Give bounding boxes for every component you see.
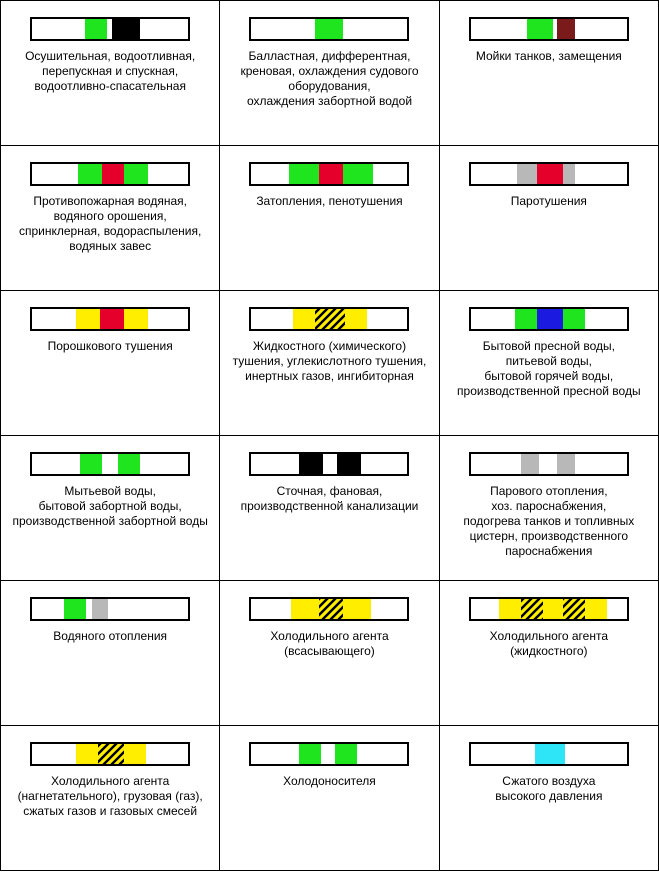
pipe-symbol: [30, 162, 190, 186]
pipe-cell: Холодильного агента(нагнетательного), гр…: [1, 726, 220, 871]
pipe-symbol: [469, 17, 629, 41]
pipe-cell: Мытьевой воды,бытовой забортной воды,про…: [1, 436, 220, 581]
table-row: Порошкового тушения Жидкостного (химическ…: [1, 291, 659, 436]
pipe-symbol: [469, 452, 629, 476]
pipe-caption: Сжатого воздухавысокого давления: [446, 774, 652, 804]
table-row: Холодильного агента(нагнетательного), гр…: [1, 726, 659, 871]
pipe-cell: Мойки танков, замещения: [439, 1, 658, 146]
pipe-caption: Осушительная, водоотливная,перепускная и…: [7, 49, 213, 94]
pipe-symbol: [30, 452, 190, 476]
pipe-symbol: [249, 742, 409, 766]
pipe-cell: Порошкового тушения: [1, 291, 220, 436]
pipe-symbol: [469, 742, 629, 766]
pipe-symbol: [30, 742, 190, 766]
pipe-caption: Противопожарная водяная,водяного орошени…: [7, 194, 213, 254]
pipe-caption: Жидкостного (химического)тушения, углеки…: [226, 339, 432, 384]
pipe-caption: Парового отопления,хоз. пароснабжения,по…: [446, 484, 652, 559]
table-row: Осушительная, водоотливная,перепускная и…: [1, 1, 659, 146]
pipe-symbol: [30, 597, 190, 621]
pipe-symbol: [469, 597, 629, 621]
pipe-caption: Затопления, пенотушения: [226, 194, 432, 209]
pipe-caption: Сточная, фановая,производственной канали…: [226, 484, 432, 514]
pipe-symbol: [249, 307, 409, 331]
pipe-cell: Осушительная, водоотливная,перепускная и…: [1, 1, 220, 146]
pipe-cell: Противопожарная водяная,водяного орошени…: [1, 146, 220, 291]
table-row: Мытьевой воды,бытовой забортной воды,про…: [1, 436, 659, 581]
pipe-caption: Холодоносителя: [226, 774, 432, 789]
pipe-cell: Жидкостного (химического)тушения, углеки…: [220, 291, 439, 436]
pipe-cell: Затопления, пенотушения: [220, 146, 439, 291]
pipe-cell: Сжатого воздухавысокого давления: [439, 726, 658, 871]
pipe-cell: Парового отопления,хоз. пароснабжения,по…: [439, 436, 658, 581]
table-row: Водяного отопления Холодильного агента(вс…: [1, 581, 659, 726]
pipe-cell: Паротушения: [439, 146, 658, 291]
pipe-caption: Холодильного агента(всасывающего): [226, 629, 432, 659]
pipe-caption: Холодильного агента(нагнетательного), гр…: [7, 774, 213, 819]
pipe-caption: Мойки танков, замещения: [446, 49, 652, 64]
pipe-symbol: [30, 307, 190, 331]
pipe-cell: Холодоносителя: [220, 726, 439, 871]
pipe-cell: Сточная, фановая,производственной канали…: [220, 436, 439, 581]
pipe-cell: Водяного отопления: [1, 581, 220, 726]
pipe-cell: Холодильного агента(всасывающего): [220, 581, 439, 726]
pipe-caption: Бытовой пресной воды,питьевой воды,бытов…: [446, 339, 652, 399]
pipe-cell: Бытовой пресной воды,питьевой воды,бытов…: [439, 291, 658, 436]
pipe-marking-table: Осушительная, водоотливная,перепускная и…: [0, 0, 659, 871]
pipe-symbol: [249, 597, 409, 621]
pipe-caption: Балластная, дифферентная,креновая, охлаж…: [226, 49, 432, 109]
table-row: Противопожарная водяная,водяного орошени…: [1, 146, 659, 291]
pipe-symbol: [249, 452, 409, 476]
pipe-caption: Порошкового тушения: [7, 339, 213, 354]
pipe-symbol: [30, 17, 190, 41]
pipe-symbol: [249, 162, 409, 186]
pipe-caption: Мытьевой воды,бытовой забортной воды,про…: [7, 484, 213, 529]
pipe-symbol: [249, 17, 409, 41]
pipe-caption: Холодильного агента(жидкостного): [446, 629, 652, 659]
pipe-cell: Балластная, дифферентная,креновая, охлаж…: [220, 1, 439, 146]
pipe-symbol: [469, 162, 629, 186]
pipe-caption: Паротушения: [446, 194, 652, 209]
pipe-symbol: [469, 307, 629, 331]
pipe-caption: Водяного отопления: [7, 629, 213, 644]
pipe-cell: Холодильного агента(жидкостного): [439, 581, 658, 726]
